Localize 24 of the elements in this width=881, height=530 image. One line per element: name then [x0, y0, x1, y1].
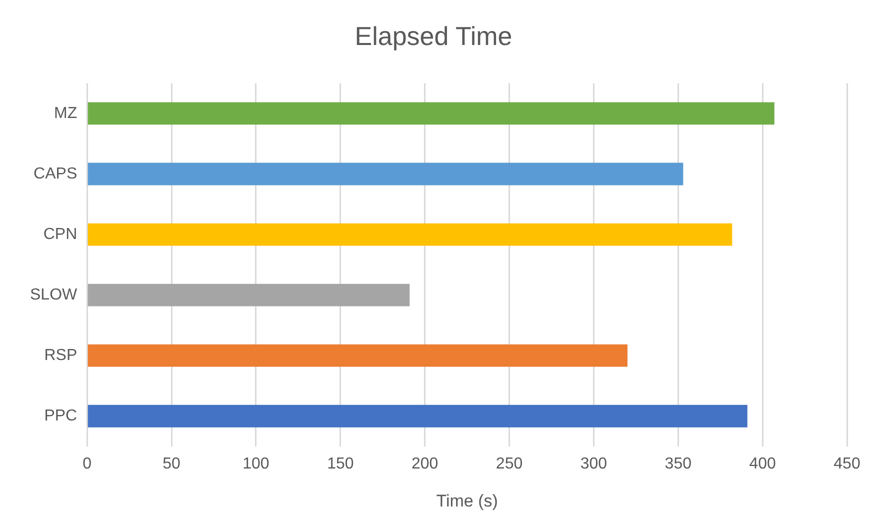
- x-tick-label: 150: [327, 455, 354, 472]
- bar: [88, 102, 774, 125]
- x-axis-title: Time (s): [436, 491, 498, 510]
- y-tick-label: RSP: [44, 347, 78, 364]
- bar: [88, 162, 684, 186]
- x-tick-label: 400: [749, 455, 776, 472]
- bar: [88, 284, 410, 306]
- x-tick-label: 300: [580, 455, 608, 472]
- x-tick-label: 100: [242, 455, 270, 472]
- y-tick-label: MZ: [54, 104, 78, 122]
- bar: [88, 344, 628, 367]
- x-tick-label: 350: [664, 455, 692, 472]
- x-tick-label: 50: [162, 455, 181, 472]
- x-tick-label: 450: [834, 455, 860, 472]
- x-tick-label: 0: [82, 455, 92, 472]
- chart-title: Elapsed Time: [354, 20, 512, 51]
- bar: [88, 404, 748, 428]
- x-tick-label: 200: [411, 455, 438, 472]
- y-tick-label: PPC: [44, 408, 78, 425]
- y-tick-label: CAPS: [34, 165, 78, 182]
- y-tick-label: SLOW: [30, 286, 78, 304]
- x-tick-label: 250: [496, 455, 523, 472]
- y-tick-label: CPN: [43, 226, 78, 243]
- bar: [88, 223, 732, 246]
